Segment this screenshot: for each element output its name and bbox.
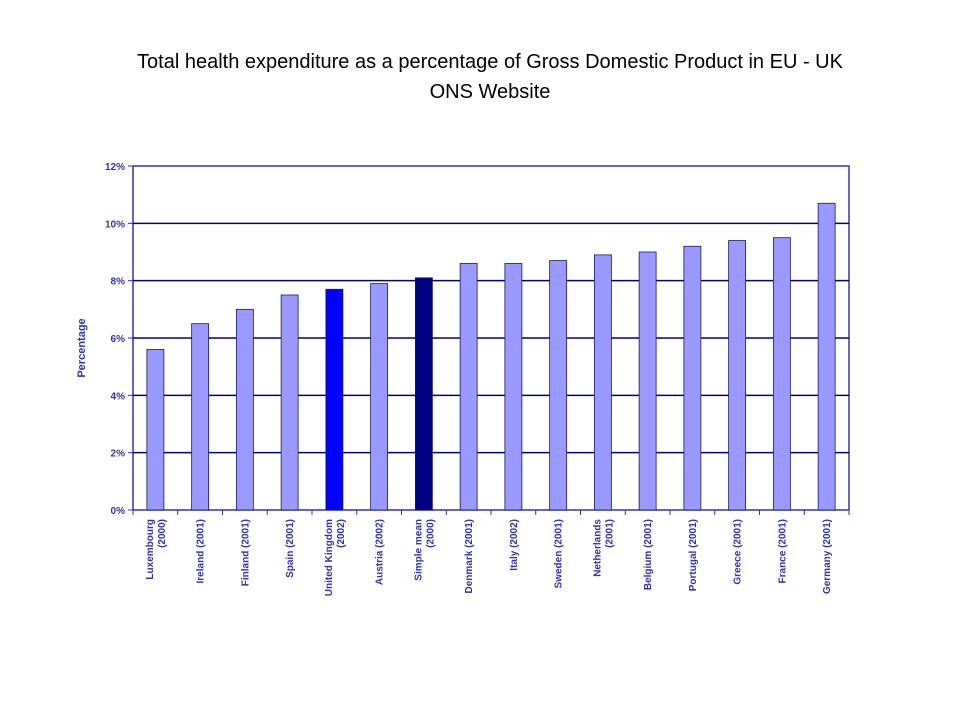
- y-tick-label: 2%: [111, 449, 126, 460]
- x-tick-label: Belgium (2001): [643, 519, 654, 590]
- x-axis-ticks: Luxembourg(2000) Ireland (2001) Finland (2…: [132, 510, 850, 596]
- y-tick-label: 10%: [105, 219, 125, 230]
- y-tick-label: 4%: [111, 391, 126, 402]
- bar: [325, 288, 344, 511]
- slide-title-line-1: Total health expenditure as a percentage…: [137, 51, 843, 73]
- x-tick-label: Italy (2002): [509, 519, 520, 571]
- bar: [817, 202, 836, 511]
- x-tick-label: France (2001): [777, 519, 788, 583]
- slide-title-line-2: ONS Website: [429, 81, 551, 103]
- x-tick-label: Simple mean(2000): [413, 519, 436, 581]
- y-tick-label: 0%: [111, 506, 126, 517]
- bar: [191, 323, 210, 511]
- x-tick-label: Luxembourg(2000): [145, 519, 168, 580]
- x-tick-label: Ireland (2001): [196, 519, 207, 583]
- x-tick-label: Denmark (2001): [464, 519, 475, 593]
- y-axis-title: Percentage: [76, 318, 88, 377]
- bar: [683, 245, 702, 511]
- x-tick-label: Portugal (2001): [688, 519, 699, 591]
- bar: [235, 308, 254, 511]
- bars: [146, 202, 836, 511]
- bar: [504, 263, 523, 511]
- bar: [459, 263, 478, 511]
- x-tick-label: Greece (2001): [733, 519, 744, 585]
- y-axis-ticks: 0% 2% 4% 6% 8% 10% 12%: [105, 162, 133, 517]
- slide-title: Total health expenditure as a percentage…: [40, 47, 940, 107]
- x-tick-label: Netherlands(2001): [592, 519, 615, 577]
- bar: [280, 294, 299, 511]
- bar: [638, 251, 657, 511]
- bar: [146, 349, 165, 511]
- x-tick-label: United Kingdom(2002): [324, 519, 347, 596]
- bar: [414, 277, 433, 511]
- bar: [370, 283, 389, 511]
- x-tick-label: Finland (2001): [240, 519, 251, 586]
- y-tick-label: 12%: [105, 162, 125, 173]
- bar: [549, 260, 568, 511]
- bar: [593, 254, 612, 511]
- x-tick-label: Sweden (2001): [554, 519, 565, 588]
- x-tick-label: Austria (2002): [375, 519, 386, 585]
- x-tick-label: Spain (2001): [285, 519, 296, 578]
- bar: [728, 240, 747, 511]
- bar: [772, 237, 791, 511]
- y-tick-label: 6%: [111, 334, 126, 345]
- x-tick-label: Germany (2001): [822, 519, 833, 594]
- y-tick-label: 8%: [111, 277, 126, 288]
